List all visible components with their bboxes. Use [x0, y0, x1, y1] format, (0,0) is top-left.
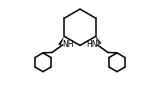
Polygon shape [58, 36, 64, 46]
Text: NH: NH [62, 40, 73, 49]
Text: HN: HN [87, 40, 98, 49]
